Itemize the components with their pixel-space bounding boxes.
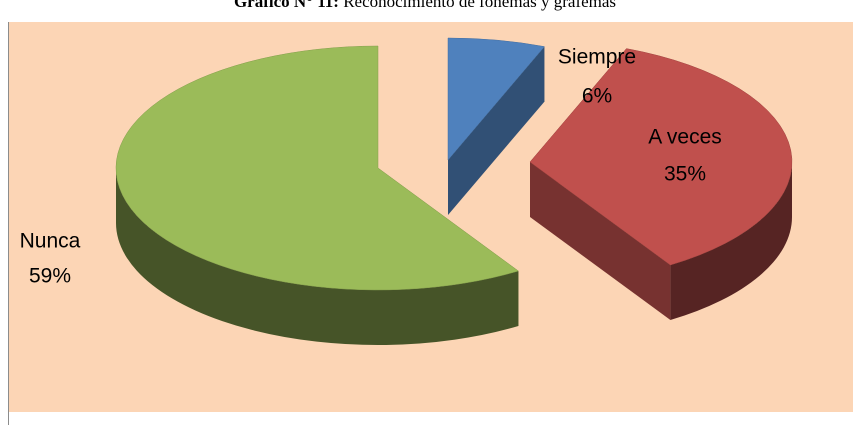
title-prefix: Gráfico N° 11: (234, 0, 339, 11)
value-label: 35% (664, 163, 706, 186)
slice-label: A veces (648, 126, 722, 149)
value-label: 6% (582, 85, 612, 108)
title-text: Reconocimiento de fonemas y grafemas (343, 0, 616, 11)
slice (529, 48, 793, 321)
slice-side (448, 46, 545, 216)
value-label: 59% (29, 265, 71, 288)
slice (115, 45, 519, 345)
slice-wall (116, 168, 519, 345)
slice-label: Siempre (558, 46, 636, 69)
slice-label: Nunca (20, 230, 81, 253)
slice-top (529, 48, 793, 266)
slice-wall (670, 162, 792, 321)
slice-top (115, 45, 519, 291)
slice (447, 37, 545, 216)
chart-title: Gráfico N° 11: Reconocimiento de fonemas… (234, 0, 616, 11)
slice-top (447, 37, 545, 161)
slice-side (530, 162, 671, 321)
